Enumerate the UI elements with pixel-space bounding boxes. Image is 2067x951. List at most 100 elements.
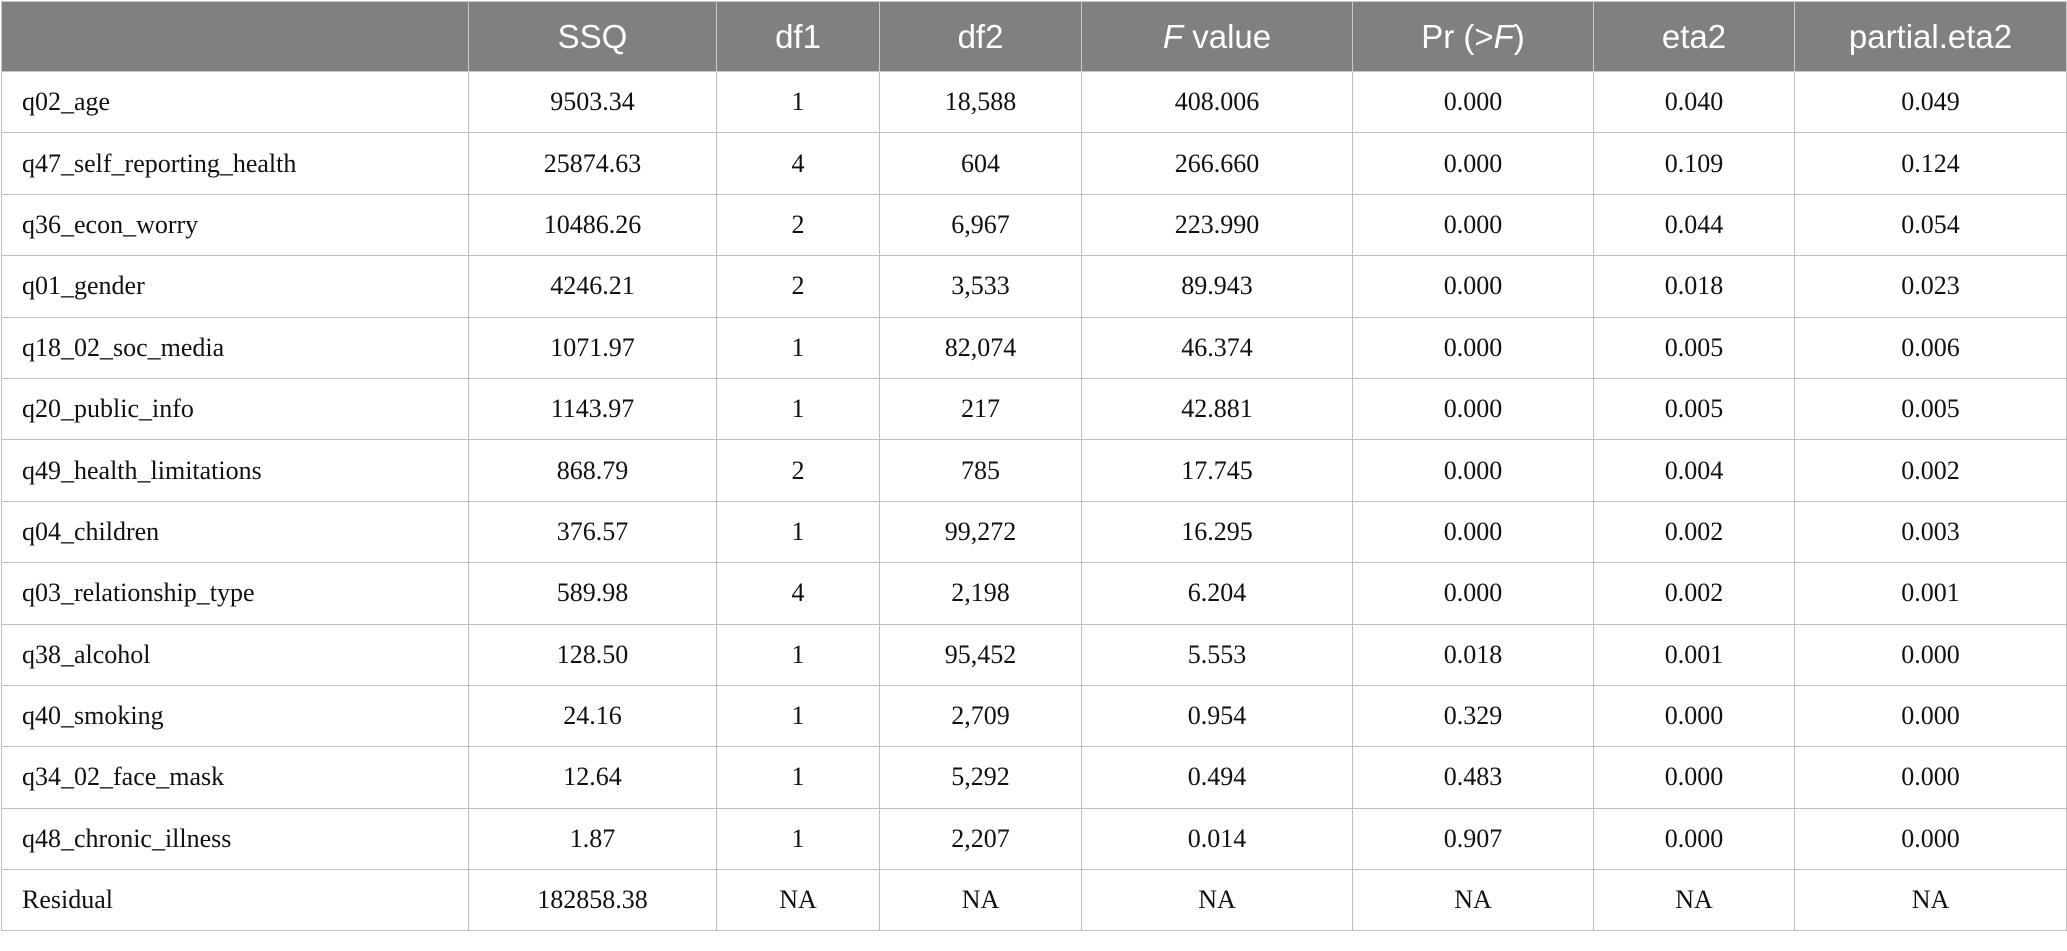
cell-term: q40_smoking: [1, 684, 469, 748]
cell-ssq: 25874.63: [468, 132, 717, 195]
cell-eta2: 0.004: [1593, 439, 1795, 502]
cell-ssq: 10486.26: [468, 193, 717, 257]
cell-ssq: 128.50: [468, 623, 717, 686]
cell-eta2: 0.002: [1593, 500, 1795, 564]
cell-df1: 2: [716, 255, 880, 318]
cell-df2: NA: [879, 869, 1082, 932]
cell-f-value: 89.943: [1081, 255, 1353, 318]
cell-df2: 6,967: [879, 193, 1082, 257]
table-row: Residual 182858.38 NA NA NA NA NA NA: [1, 869, 2067, 932]
cell-term: q34_02_face_mask: [1, 746, 469, 809]
cell-pr-f: NA: [1352, 869, 1594, 932]
table-row: q02_age 9503.34 1 18,588 408.006 0.000 0.040 0.…: [1, 70, 2067, 134]
cell-partial-eta2: 0.000: [1794, 746, 2067, 809]
cell-term: q48_chronic_illness: [1, 807, 469, 871]
cell-pr-f: 0.907: [1352, 807, 1594, 871]
cell-ssq: 182858.38: [468, 869, 717, 932]
table-row: q01_gender 4246.21 2 3,533 89.943 0.000 0.018 0…: [1, 255, 2067, 318]
table-row: q04_children 376.57 1 99,272 16.295 0.000 0.00…: [1, 500, 2067, 564]
cell-df2: 2,709: [879, 684, 1082, 748]
cell-pr-f: 0.000: [1352, 255, 1594, 318]
table-row: q38_alcohol 128.50 1 95,452 5.553 0.018 0.001 0…: [1, 623, 2067, 686]
table-body: q02_age 9503.34 1 18,588 408.006 0.000 0.040 0.…: [1, 70, 2067, 932]
header-corner: [1, 1, 469, 72]
cell-partial-eta2: 0.000: [1794, 807, 2067, 871]
cell-df1: 1: [716, 746, 880, 809]
cell-df2: 217: [879, 377, 1082, 441]
cell-f-value: 46.374: [1081, 316, 1353, 379]
cell-df1: 4: [716, 132, 880, 195]
cell-df2: 604: [879, 132, 1082, 195]
cell-pr-f: 0.000: [1352, 562, 1594, 625]
cell-eta2: 0.000: [1593, 807, 1795, 871]
cell-pr-f: 0.018: [1352, 623, 1594, 686]
cell-term: q49_health_limitations: [1, 439, 469, 502]
cell-f-value: 0.954: [1081, 684, 1353, 748]
cell-eta2: 0.005: [1593, 316, 1795, 379]
cell-f-value: NA: [1081, 869, 1353, 932]
cell-partial-eta2: 0.124: [1794, 132, 2067, 195]
header-pr-prefix: Pr (>: [1421, 17, 1494, 55]
header-pr-italic: F: [1493, 17, 1514, 55]
table-row: q49_health_limitations 868.79 2 785 17.745 0.…: [1, 439, 2067, 502]
cell-pr-f: 0.000: [1352, 439, 1594, 502]
cell-eta2: 0.040: [1593, 70, 1795, 134]
header-eta2: eta2: [1593, 1, 1795, 72]
table-row: q40_smoking 24.16 1 2,709 0.954 0.329 0.000 0.0…: [1, 684, 2067, 748]
cell-term: q02_age: [1, 70, 469, 134]
header-ssq: SSQ: [468, 1, 717, 72]
header-pr-suffix: ): [1513, 17, 1525, 55]
cell-pr-f: 0.483: [1352, 746, 1594, 809]
cell-term: q20_public_info: [1, 377, 469, 441]
cell-df2: 2,198: [879, 562, 1082, 625]
cell-partial-eta2: 0.000: [1794, 684, 2067, 748]
cell-ssq: 589.98: [468, 562, 717, 625]
cell-eta2: 0.000: [1593, 684, 1795, 748]
cell-term: q36_econ_worry: [1, 193, 469, 257]
cell-eta2: 0.044: [1593, 193, 1795, 257]
table-row: q20_public_info 1143.97 1 217 42.881 0.000 0.0…: [1, 377, 2067, 441]
cell-partial-eta2: NA: [1794, 869, 2067, 932]
cell-df1: 1: [716, 70, 880, 134]
cell-df2: 3,533: [879, 255, 1082, 318]
cell-pr-f: 0.000: [1352, 132, 1594, 195]
cell-df1: 1: [716, 684, 880, 748]
cell-term: q18_02_soc_media: [1, 316, 469, 379]
cell-df2: 82,074: [879, 316, 1082, 379]
table-row: q18_02_soc_media 1071.97 1 82,074 46.374 0.00…: [1, 316, 2067, 379]
cell-f-value: 5.553: [1081, 623, 1353, 686]
cell-pr-f: 0.000: [1352, 316, 1594, 379]
cell-pr-f: 0.329: [1352, 684, 1594, 748]
cell-df1: 1: [716, 500, 880, 564]
cell-pr-f: 0.000: [1352, 377, 1594, 441]
cell-f-value: 266.660: [1081, 132, 1353, 195]
cell-eta2: 0.005: [1593, 377, 1795, 441]
cell-f-value: 223.990: [1081, 193, 1353, 257]
header-f-value: F value: [1081, 1, 1353, 72]
cell-partial-eta2: 0.006: [1794, 316, 2067, 379]
cell-term: q01_gender: [1, 255, 469, 318]
header-row: SSQ df1 df2 F value Pr (>F) eta2 partial…: [1, 1, 2067, 72]
cell-term: q03_relationship_type: [1, 562, 469, 625]
cell-ssq: 1143.97: [468, 377, 717, 441]
cell-eta2: 0.000: [1593, 746, 1795, 809]
cell-df2: 95,452: [879, 623, 1082, 686]
cell-df2: 18,588: [879, 70, 1082, 134]
table-row: q03_relationship_type 589.98 4 2,198 6.204 0.…: [1, 562, 2067, 625]
cell-df1: 1: [716, 377, 880, 441]
cell-df1: 1: [716, 623, 880, 686]
cell-term: q47_self_reporting_health: [1, 132, 469, 195]
table-row: q47_self_reporting_health 25874.63 4 604 266…: [1, 132, 2067, 195]
header-df1: df1: [716, 1, 880, 72]
cell-partial-eta2: 0.002: [1794, 439, 2067, 502]
cell-df1: 1: [716, 316, 880, 379]
header-f-rest: value: [1183, 17, 1272, 55]
table-row: q34_02_face_mask 12.64 1 5,292 0.494 0.483 0.0…: [1, 746, 2067, 809]
cell-ssq: 1071.97: [468, 316, 717, 379]
cell-partial-eta2: 0.000: [1794, 623, 2067, 686]
cell-partial-eta2: 0.049: [1794, 70, 2067, 134]
table-row: q36_econ_worry 10486.26 2 6,967 223.990 0.000…: [1, 193, 2067, 257]
cell-partial-eta2: 0.003: [1794, 500, 2067, 564]
cell-eta2: 0.018: [1593, 255, 1795, 318]
cell-f-value: 408.006: [1081, 70, 1353, 134]
